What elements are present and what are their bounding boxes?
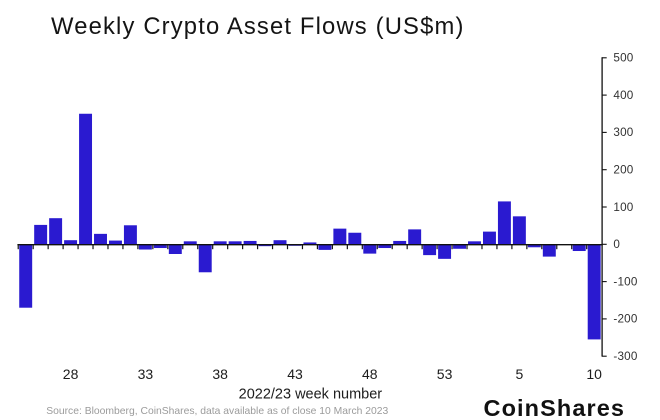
svg-text:28: 28 bbox=[63, 366, 79, 382]
svg-text:-300: -300 bbox=[613, 350, 637, 363]
svg-text:400: 400 bbox=[613, 89, 633, 102]
svg-text:100: 100 bbox=[613, 201, 633, 214]
svg-text:500: 500 bbox=[613, 52, 633, 65]
svg-text:2022/23 week number: 2022/23 week number bbox=[239, 386, 383, 402]
svg-text:-200: -200 bbox=[613, 313, 637, 326]
svg-text:300: 300 bbox=[613, 126, 633, 139]
svg-text:Source: Bloomberg, CoinShares,: Source: Bloomberg, CoinShares, data avai… bbox=[46, 406, 388, 417]
svg-text:5: 5 bbox=[515, 366, 523, 382]
svg-text:-100: -100 bbox=[613, 275, 637, 288]
svg-text:0: 0 bbox=[613, 238, 620, 251]
svg-text:200: 200 bbox=[613, 164, 633, 177]
svg-text:53: 53 bbox=[437, 366, 453, 382]
svg-text:48: 48 bbox=[362, 366, 378, 382]
svg-text:33: 33 bbox=[138, 366, 154, 382]
svg-text:Weekly Crypto Asset Flows (US$: Weekly Crypto Asset Flows (US$m) bbox=[51, 13, 465, 40]
svg-text:38: 38 bbox=[212, 366, 228, 382]
svg-text:10: 10 bbox=[586, 366, 602, 382]
svg-text:43: 43 bbox=[287, 366, 303, 382]
svg-text:CoinShares: CoinShares bbox=[484, 395, 626, 420]
